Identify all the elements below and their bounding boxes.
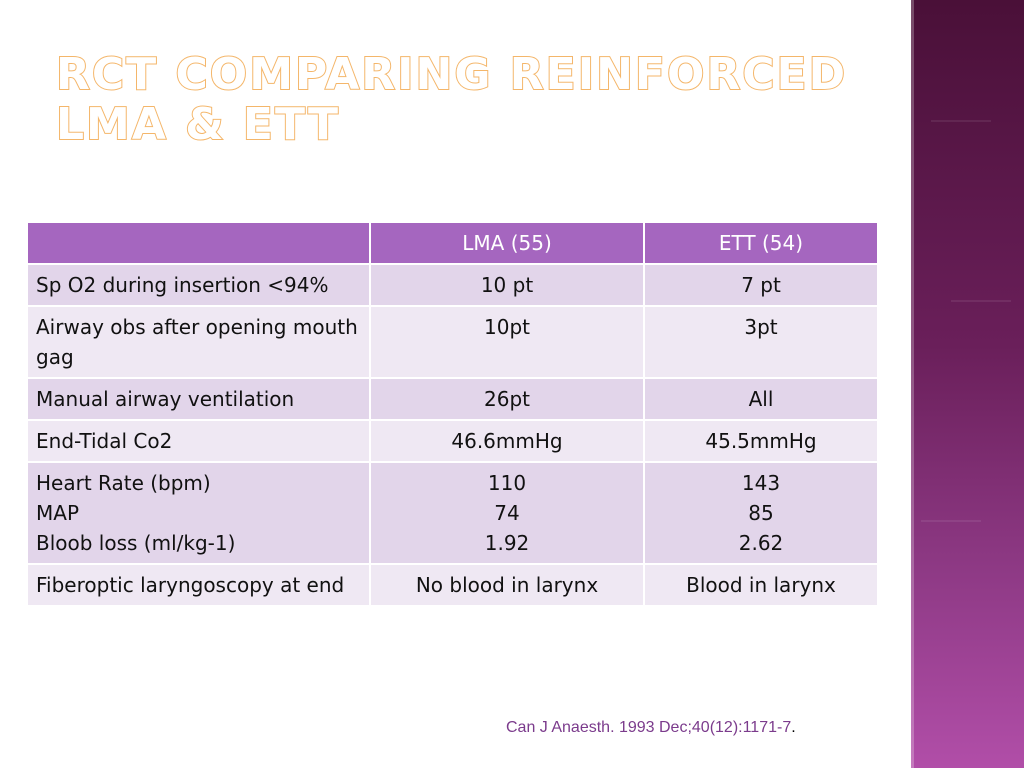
header-cell-empty	[26, 221, 371, 265]
table-row: Heart Rate (bpm) MAP Bloob loss (ml/kg-1) 1…	[26, 461, 879, 565]
cell-line: Bloob loss (ml/kg-1)	[36, 531, 236, 555]
row-label-cell: Airway obs after opening mouth gag	[26, 305, 371, 379]
header-cell-ett: ETT (54)	[643, 221, 879, 265]
cell-line: 45.5mmHg	[705, 429, 817, 453]
cell-line: 143	[741, 471, 781, 495]
decor-glint	[931, 120, 991, 122]
cell-line: Fiberoptic laryngoscopy at end	[36, 573, 345, 597]
citation: Can J Anaesth. 1993 Dec;40(12):1171-7.	[506, 719, 796, 737]
lma-value-cell: 10 pt	[369, 263, 645, 307]
cell-line: 26pt	[484, 387, 530, 411]
citation-text: Can J Anaesth. 1993 Dec;40(12):1171-7	[506, 719, 792, 736]
cell-line: 46.6mmHg	[451, 429, 563, 453]
ett-value-cell: 45.5mmHg	[643, 419, 879, 463]
cell-line: Airway obs after opening mouth gag	[36, 315, 358, 369]
cell-line: 3pt	[744, 315, 778, 339]
row-label-cell: Manual airway ventilation	[26, 377, 371, 421]
comparison-table: LMA (55) ETT (54) Sp O2 during insertion…	[26, 221, 879, 607]
cell-line: MAP	[36, 501, 79, 525]
cell-line: 85	[748, 501, 774, 525]
cell-line: All	[748, 387, 774, 411]
table-row: Airway obs after opening mouth gag 10pt 3p…	[26, 305, 879, 379]
table-body: Sp O2 during insertion <94% 10 pt 7 pt Airw…	[26, 263, 879, 607]
decor-glint	[921, 520, 981, 522]
lma-value-cell: No blood in larynx	[369, 563, 645, 607]
decor-glint	[951, 300, 1011, 302]
cell-line: 110	[487, 471, 527, 495]
header-cell-lma: LMA (55)	[369, 221, 645, 265]
cell-line: Heart Rate (bpm)	[36, 471, 211, 495]
cell-line: 10 pt	[480, 273, 534, 297]
table-row: Manual airway ventilation 26pt All	[26, 377, 879, 421]
row-label-cell: Heart Rate (bpm) MAP Bloob loss (ml/kg-1)	[26, 461, 371, 565]
lma-value-cell: 10pt	[369, 305, 645, 379]
table-header-row: LMA (55) ETT (54)	[26, 221, 879, 265]
cell-line: 74	[494, 501, 520, 525]
row-label-cell: Sp O2 during insertion <94%	[26, 263, 371, 307]
side-decoration-band	[911, 0, 1024, 768]
ett-value-cell: Blood in larynx	[643, 563, 879, 607]
ett-value-cell: 3pt	[643, 305, 879, 379]
cell-line: 10pt	[484, 315, 530, 339]
slide-title: RCT comparing reinforced LMA & ETT	[55, 49, 848, 151]
table-row: Sp O2 during insertion <94% 10 pt 7 pt	[26, 263, 879, 307]
table-row: Fiberoptic laryngoscopy at end No blood i…	[26, 563, 879, 607]
cell-line: End-Tidal Co2	[36, 429, 173, 453]
ett-value-cell: 143 85 2.62	[643, 461, 879, 565]
table-row: End-Tidal Co2 46.6mmHg 45.5mmHg	[26, 419, 879, 463]
row-label-cell: End-Tidal Co2	[26, 419, 371, 463]
ett-value-cell: All	[643, 377, 879, 421]
lma-value-cell: 46.6mmHg	[369, 419, 645, 463]
citation-period: .	[791, 719, 796, 736]
lma-value-cell: 110 74 1.92	[369, 461, 645, 565]
cell-line: Manual airway ventilation	[36, 387, 295, 411]
cell-line: Blood in larynx	[686, 573, 836, 597]
cell-line: 7 pt	[741, 273, 781, 297]
cell-line: 1.92	[484, 531, 530, 555]
cell-line: 2.62	[738, 531, 784, 555]
row-label-cell: Fiberoptic laryngoscopy at end	[26, 563, 371, 607]
ett-value-cell: 7 pt	[643, 263, 879, 307]
cell-line: No blood in larynx	[415, 573, 599, 597]
cell-line: Sp O2 during insertion <94%	[36, 273, 329, 297]
lma-value-cell: 26pt	[369, 377, 645, 421]
